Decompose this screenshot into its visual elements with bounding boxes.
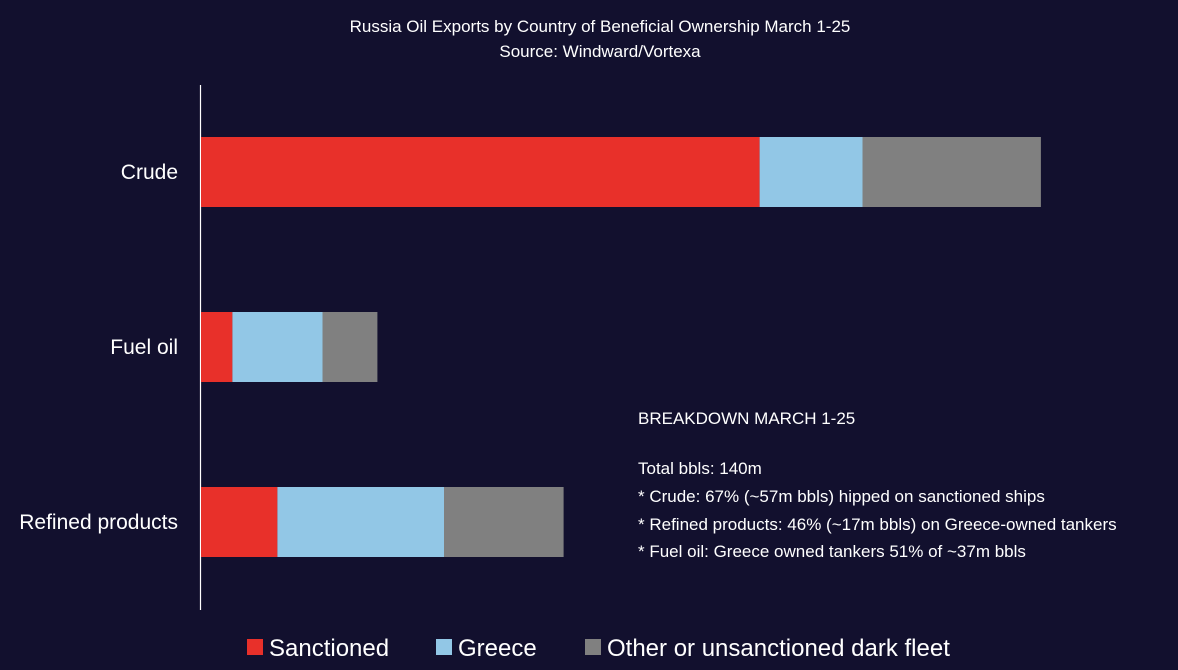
annotation-heading: BREAKDOWN MARCH 1-25	[638, 409, 855, 428]
bar-fuel-oil-other-or-unsanctioned-dark-fleet	[322, 312, 378, 382]
chart-title: Russia Oil Exports by Country of Benefic…	[350, 17, 851, 36]
annotation-line-total: Total bbls: 140m	[638, 459, 762, 478]
annotation-box: BREAKDOWN MARCH 1-25 Total bbls: 140m * …	[638, 409, 1117, 561]
annotation-line-refined: * Refined products: 46% (~17m bbls) on G…	[638, 515, 1117, 534]
bar-fuel-oil-greece	[232, 312, 323, 382]
bar-fuel-oil-sanctioned	[201, 312, 233, 382]
category-label-crude: Crude	[121, 161, 178, 184]
category-label-refined-products: Refined products	[19, 511, 178, 534]
bar-crude-other-or-unsanctioned-dark-fleet	[862, 137, 1041, 207]
legend-label-other: Other or unsanctioned dark fleet	[607, 635, 950, 662]
annotation-line-fuel: * Fuel oil: Greece owned tankers 51% of …	[638, 542, 1026, 561]
bars-layer	[201, 137, 1041, 557]
bar-crude-sanctioned	[201, 137, 760, 207]
legend-swatch-sanctioned	[247, 639, 263, 655]
category-labels: Crude Fuel oil Refined products	[19, 161, 178, 534]
annotation-line-crude: * Crude: 67% (~57m bbls) hipped on sanct…	[638, 487, 1045, 506]
legend-swatch-greece	[436, 639, 452, 655]
legend-label-sanctioned: Sanctioned	[269, 635, 389, 662]
chart-subtitle: Source: Windward/Vortexa	[499, 42, 701, 61]
legend-label-greece: Greece	[458, 635, 537, 662]
bar-crude-greece	[759, 137, 863, 207]
legend: Sanctioned Greece Other or unsanctioned …	[247, 635, 950, 662]
bar-refined-products-greece	[277, 487, 444, 557]
category-label-fuel-oil: Fuel oil	[110, 336, 178, 359]
bar-refined-products-other-or-unsanctioned-dark-fleet	[444, 487, 564, 557]
bar-refined-products-sanctioned	[201, 487, 278, 557]
legend-swatch-other	[585, 639, 601, 655]
